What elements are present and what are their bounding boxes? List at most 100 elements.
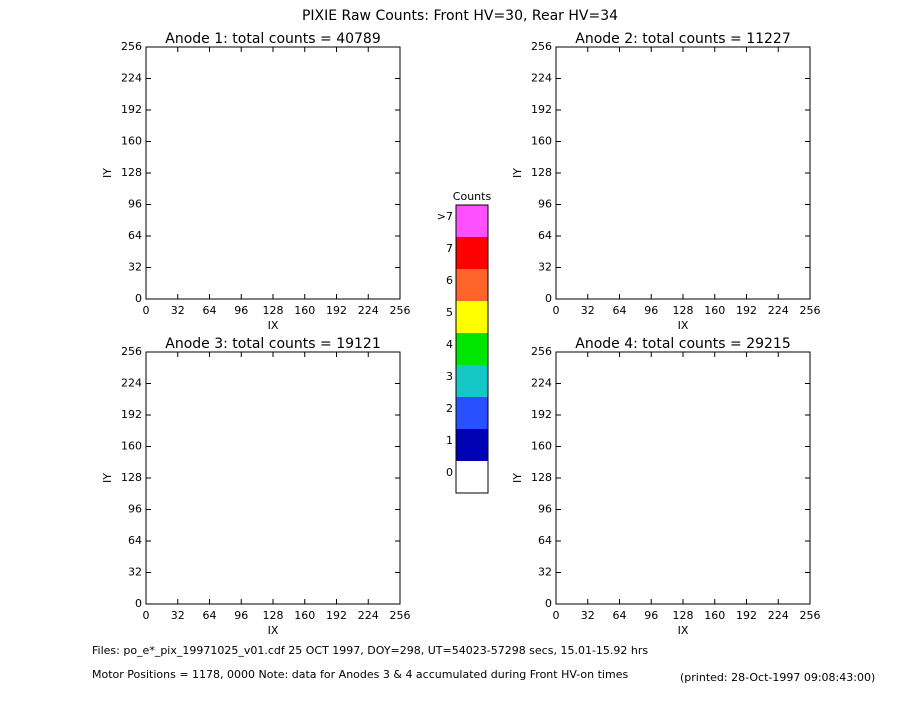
footer-line: Files: po_e*_pix_19971025_v01.cdf 25 OCT… (92, 644, 648, 657)
colorbar-swatch (456, 365, 488, 397)
y-tick-label: 192 (121, 408, 142, 421)
panel-title: Anode 2: total counts = 11227 (575, 31, 790, 47)
x-tick-label: 96 (644, 304, 658, 317)
y-tick-label: 160 (531, 135, 552, 148)
colorbar-label: 0 (446, 466, 453, 479)
y-tick-label: 32 (128, 261, 142, 274)
y-tick-label: 64 (128, 534, 142, 547)
y-tick-label: 32 (538, 566, 552, 579)
y-tick-label: 192 (531, 103, 552, 116)
x-axis-label: IX (678, 624, 689, 637)
x-tick-label: 192 (736, 609, 757, 622)
x-axis-label: IX (268, 319, 279, 332)
colorbar-label: >7 (437, 210, 453, 223)
x-tick-label: 96 (234, 609, 248, 622)
y-tick-label: 256 (531, 40, 552, 53)
x-tick-label: 0 (553, 304, 560, 317)
x-tick-label: 128 (263, 304, 284, 317)
x-tick-label: 64 (613, 304, 627, 317)
panel-title: Anode 4: total counts = 29215 (575, 336, 790, 352)
y-tick-label: 192 (121, 103, 142, 116)
x-tick-label: 0 (143, 609, 150, 622)
colorbar-swatch (456, 461, 488, 493)
y-tick-label: 256 (121, 40, 142, 53)
plot-frame (145, 46, 401, 300)
x-tick-label: 224 (358, 304, 379, 317)
y-tick-label: 128 (121, 166, 142, 179)
colorbar-swatch (456, 205, 488, 237)
x-tick-label: 64 (613, 609, 627, 622)
x-tick-label: 0 (553, 609, 560, 622)
x-tick-label: 32 (171, 609, 185, 622)
y-axis-label: IY (511, 168, 524, 178)
x-tick-label: 160 (704, 609, 725, 622)
y-tick-label: 32 (128, 566, 142, 579)
plot-frame (555, 46, 811, 300)
x-tick-label: 128 (673, 304, 694, 317)
x-tick-label: 0 (143, 304, 150, 317)
colorbar-frame (455, 204, 489, 494)
x-tick-label: 64 (203, 304, 217, 317)
y-tick-label: 160 (531, 440, 552, 453)
colorbar-label: 3 (446, 370, 453, 383)
y-tick-label: 128 (531, 471, 552, 484)
y-axis-label: IY (101, 168, 114, 178)
colorbar-swatch (456, 237, 488, 269)
x-tick-label: 160 (704, 304, 725, 317)
footer-line: Motor Positions = 1178, 0000 Note: data … (92, 668, 628, 681)
x-tick-label: 96 (234, 304, 248, 317)
x-tick-label: 160 (294, 609, 315, 622)
colorbar-label: 5 (446, 306, 453, 319)
x-tick-label: 224 (768, 609, 789, 622)
colorbar-label: 4 (446, 338, 453, 351)
x-tick-label: 96 (644, 609, 658, 622)
colorbar-swatch (456, 269, 488, 301)
colorbar-swatch (456, 397, 488, 429)
y-tick-label: 224 (121, 377, 142, 390)
colorbar-swatch (456, 429, 488, 461)
y-tick-label: 0 (135, 597, 142, 610)
y-tick-label: 128 (531, 166, 552, 179)
y-tick-label: 224 (531, 377, 552, 390)
y-tick-label: 32 (538, 261, 552, 274)
x-tick-label: 192 (326, 304, 347, 317)
x-tick-label: 192 (736, 304, 757, 317)
colorbar-label: 2 (446, 402, 453, 415)
y-tick-label: 160 (121, 135, 142, 148)
plot-frame (145, 351, 401, 605)
colorbar-label: 7 (446, 242, 453, 255)
y-tick-label: 256 (121, 345, 142, 358)
y-tick-label: 96 (128, 503, 142, 516)
printed-date: (printed: 28-Oct-1997 09:08:43:00) (680, 671, 875, 684)
panel-title: Anode 3: total counts = 19121 (165, 336, 380, 352)
x-tick-label: 32 (581, 609, 595, 622)
colorbar-title: Counts (453, 190, 492, 203)
colorbar-swatch (456, 333, 488, 365)
x-tick-label: 256 (800, 609, 821, 622)
x-tick-label: 64 (203, 609, 217, 622)
y-tick-label: 192 (531, 408, 552, 421)
y-tick-label: 224 (121, 72, 142, 85)
x-tick-label: 160 (294, 304, 315, 317)
x-tick-label: 192 (326, 609, 347, 622)
x-tick-label: 224 (358, 609, 379, 622)
y-tick-label: 160 (121, 440, 142, 453)
x-tick-label: 32 (171, 304, 185, 317)
y-tick-label: 0 (545, 292, 552, 305)
x-tick-label: 32 (581, 304, 595, 317)
x-tick-label: 128 (673, 609, 694, 622)
plot-frame (555, 351, 811, 605)
colorbar-swatch (456, 301, 488, 333)
colorbar-label: 6 (446, 274, 453, 287)
y-tick-label: 64 (538, 534, 552, 547)
x-axis-label: IX (678, 319, 689, 332)
y-tick-label: 0 (545, 597, 552, 610)
y-axis-label: IY (101, 473, 114, 483)
x-tick-label: 128 (263, 609, 284, 622)
y-tick-label: 96 (538, 198, 552, 211)
colorbar-label: 1 (446, 434, 453, 447)
x-tick-label: 256 (800, 304, 821, 317)
y-axis-label: IY (511, 473, 524, 483)
x-tick-label: 256 (390, 304, 411, 317)
